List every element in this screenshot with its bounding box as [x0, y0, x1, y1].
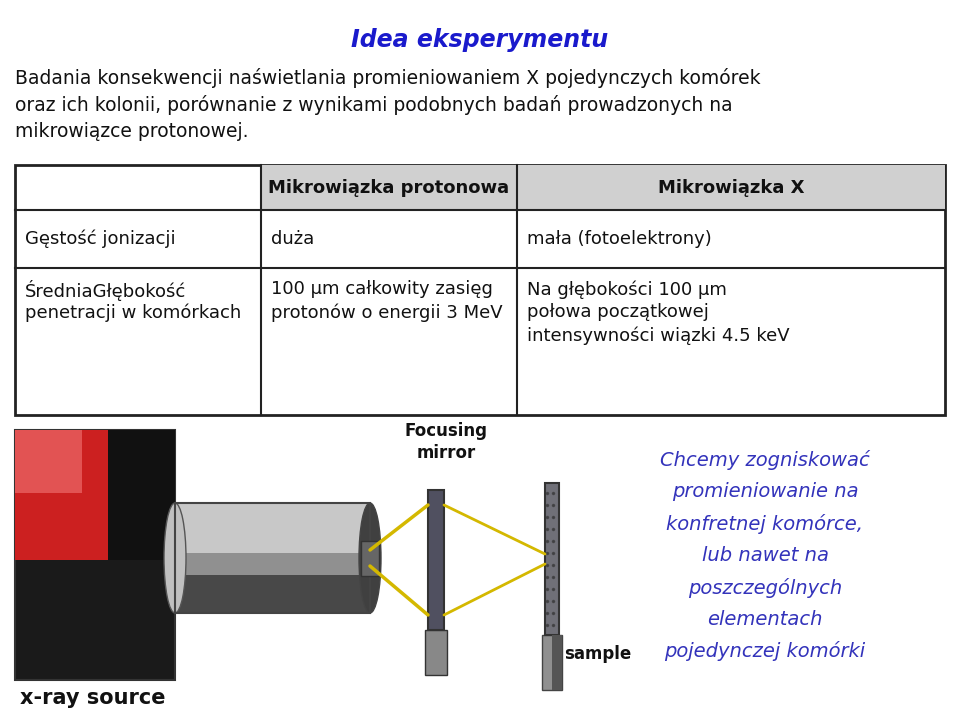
- Text: Chcemy zogniskować
promieniowanie na
konfretnej komórce,
lub nawet na
poszczegól: Chcemy zogniskować promieniowanie na kon…: [660, 450, 870, 661]
- Text: Gęstość jonizacji: Gęstość jonizacji: [25, 230, 176, 248]
- Bar: [542, 635, 562, 690]
- Text: duża: duża: [271, 230, 314, 248]
- Bar: [361, 541, 379, 576]
- Text: ŚredniaGłębokość: ŚredniaGłębokość: [25, 280, 186, 301]
- Ellipse shape: [164, 503, 186, 613]
- Text: sample: sample: [564, 645, 632, 663]
- Text: Mikrowiązka X: Mikrowiązka X: [658, 178, 804, 196]
- Text: 100 µm całkowity zasięg: 100 µm całkowity zasięg: [271, 280, 492, 298]
- Text: penetracji w komórkach: penetracji w komórkach: [25, 303, 241, 321]
- Bar: [175, 503, 370, 552]
- Text: Badania konsekwencji naświetlania promieniowaniem X pojedynczych komórek: Badania konsekwencji naświetlania promie…: [15, 68, 760, 88]
- Bar: [175, 574, 370, 613]
- Text: połowa początkowej: połowa początkowej: [527, 303, 708, 321]
- Text: Focusing
mirror: Focusing mirror: [404, 422, 488, 462]
- Bar: [428, 490, 444, 630]
- Text: protonów o energii 3 MeV: protonów o energii 3 MeV: [271, 303, 503, 321]
- Text: intensywności wiązki 4.5 keV: intensywności wiązki 4.5 keV: [527, 326, 790, 344]
- Text: Idea eksperymentu: Idea eksperymentu: [351, 28, 609, 52]
- Bar: [552, 635, 562, 690]
- Text: oraz ich kolonii, porównanie z wynikami podobnych badań prowadzonych na: oraz ich kolonii, porównanie z wynikami …: [15, 95, 732, 115]
- Bar: [108, 430, 175, 560]
- Text: x-ray source: x-ray source: [20, 688, 165, 708]
- Bar: [425, 630, 447, 675]
- Bar: [15, 430, 175, 680]
- Bar: [545, 483, 559, 635]
- Bar: [15, 430, 108, 560]
- Text: mikrowiązce protonowej.: mikrowiązce protonowej.: [15, 122, 249, 141]
- Ellipse shape: [359, 503, 381, 613]
- Bar: [261, 165, 945, 210]
- Text: mała (fotoelektrony): mała (fotoelektrony): [527, 230, 711, 248]
- Bar: [15, 165, 945, 415]
- Text: Mikrowiązka protonowa: Mikrowiązka protonowa: [269, 178, 510, 196]
- Bar: [15, 430, 83, 492]
- Bar: [175, 503, 370, 613]
- Bar: [175, 503, 370, 613]
- Text: Na głębokości 100 µm: Na głębokości 100 µm: [527, 280, 727, 299]
